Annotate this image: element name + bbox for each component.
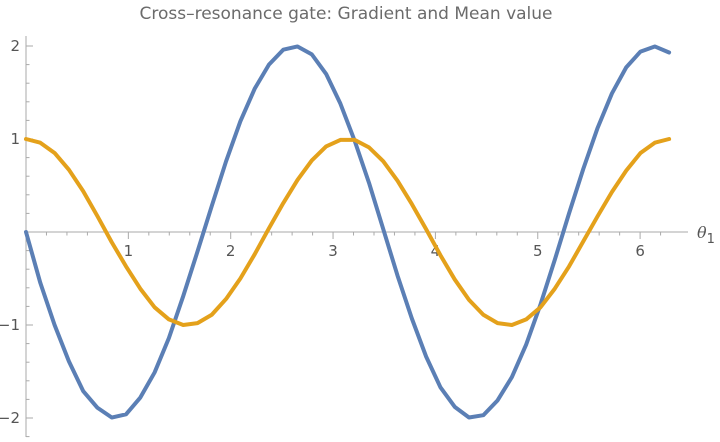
y-tick-label: 2 — [10, 37, 20, 55]
x-tick-label: 5 — [533, 242, 543, 260]
x-tick-label: 2 — [226, 242, 236, 260]
axes: 1 2 3 4 5 6 −2 −1 1 2 — [0, 36, 688, 438]
x-tick-label: 4 — [431, 242, 441, 260]
x-axis-label: θ1 — [697, 223, 715, 247]
series-line-1 — [24, 44, 672, 420]
x-tick-label: 3 — [328, 242, 338, 260]
x-tick-label: 1 — [124, 242, 134, 260]
chart-title: Cross–resonance gate: Gradient and Mean … — [139, 4, 552, 24]
series-layer — [24, 44, 672, 420]
y-tick-label: −1 — [0, 316, 20, 334]
x-axis-label-symbol: θ — [697, 223, 707, 242]
x-tick-label: 6 — [635, 242, 645, 260]
series-line-2 — [24, 137, 672, 327]
y-tick-label: −2 — [0, 409, 20, 427]
x-axis-label-subscript: 1 — [707, 232, 715, 247]
y-tick-label: 1 — [10, 130, 20, 148]
